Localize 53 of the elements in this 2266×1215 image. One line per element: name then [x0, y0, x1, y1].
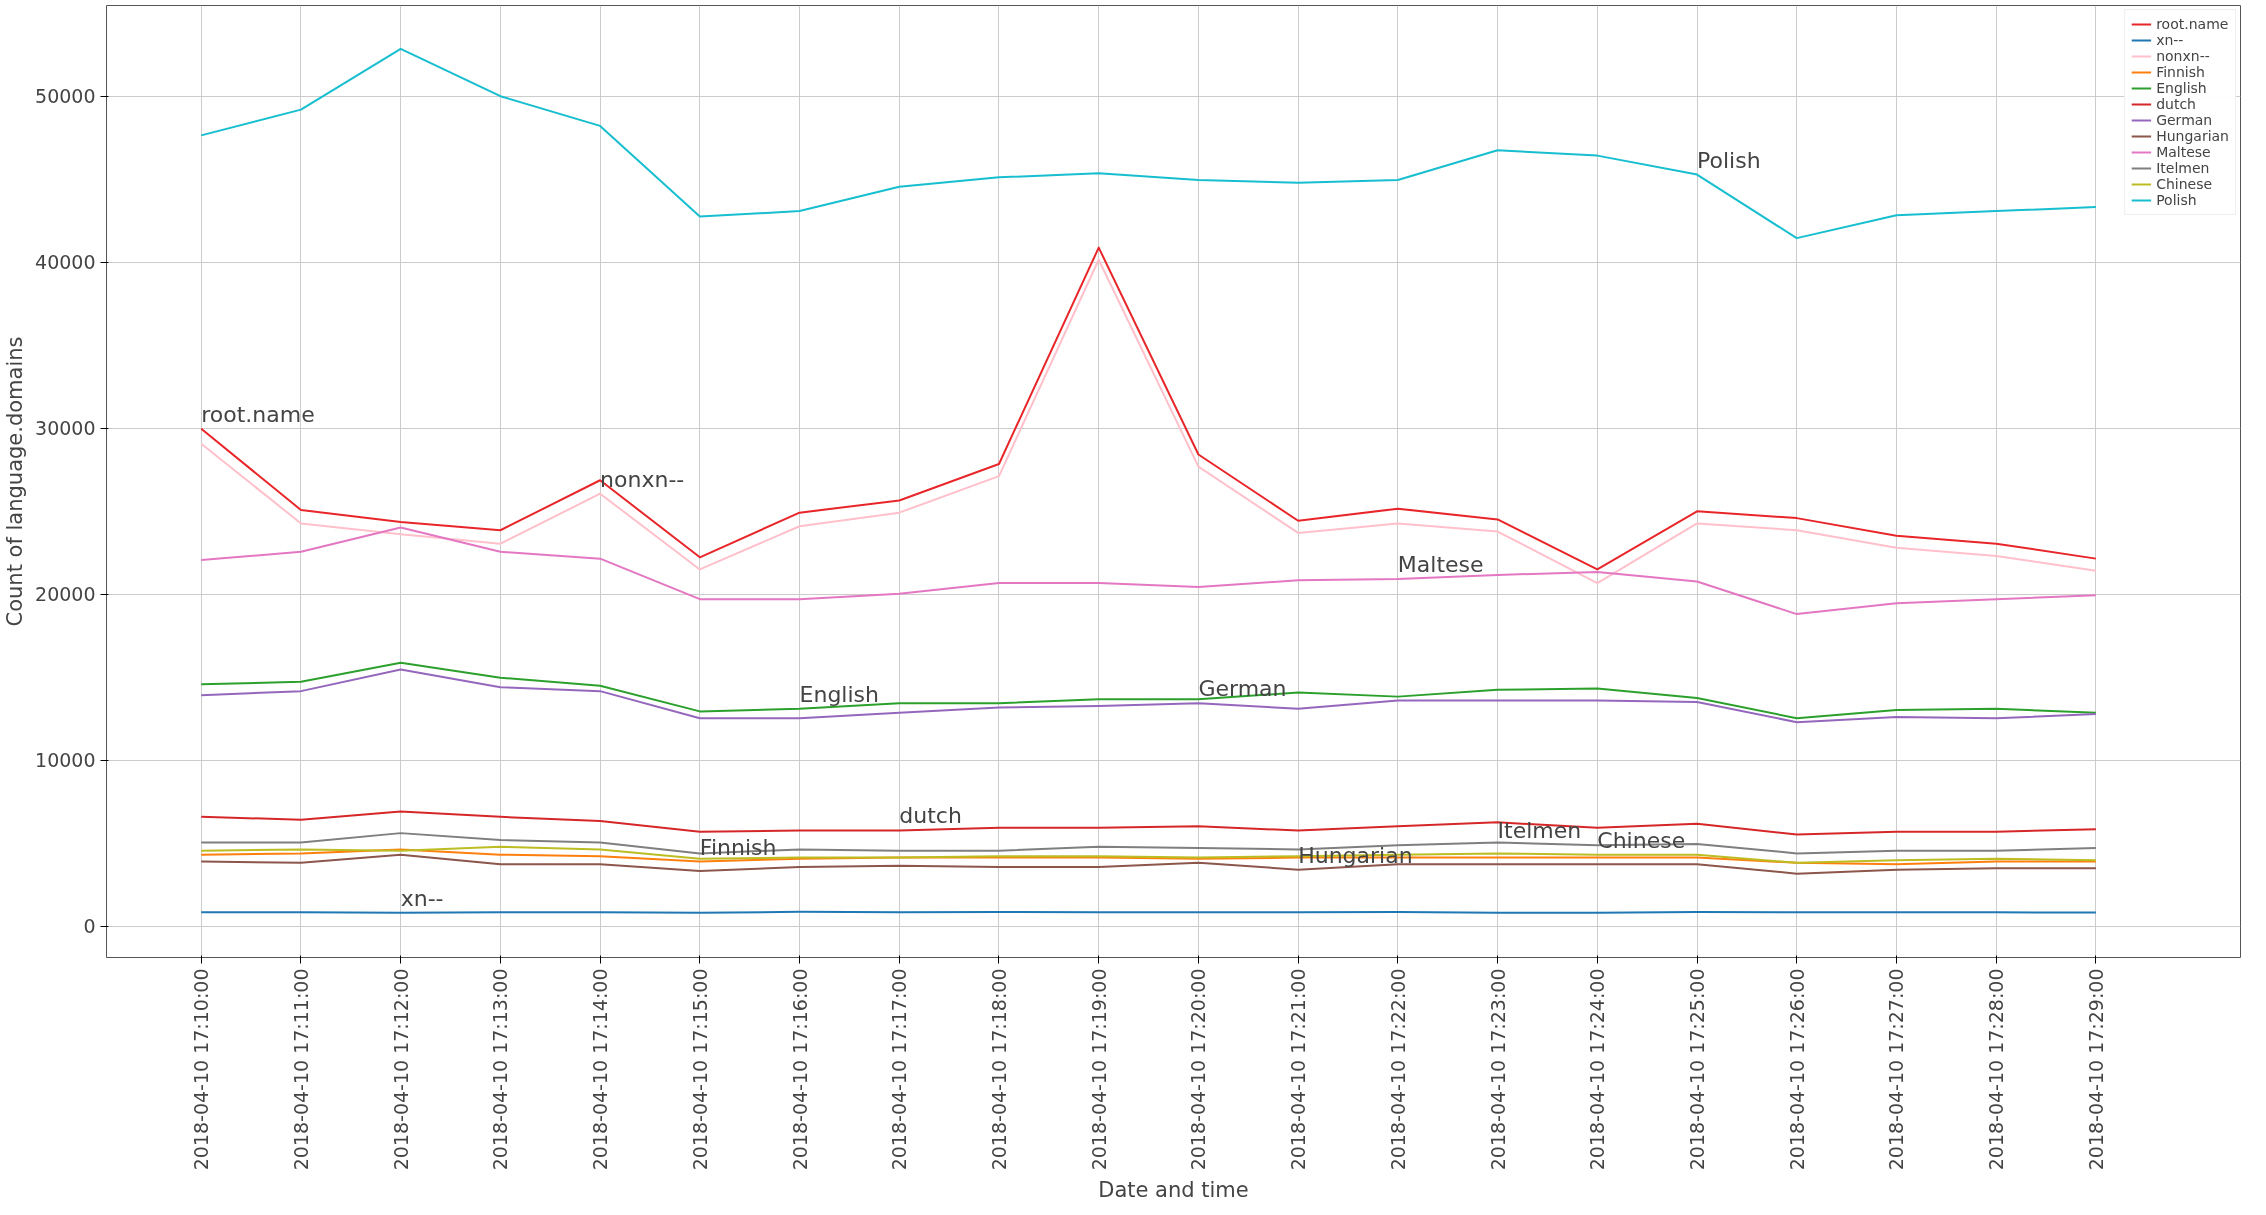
annotation: Itelmen — [1497, 818, 1582, 844]
annotation: nonxn-- — [600, 466, 685, 492]
x-tick-label: 2018-04-10 17:17:00 — [888, 968, 911, 1171]
line-series — [200, 661, 2097, 720]
line-series — [200, 526, 2097, 616]
x-tick-label: 2018-04-10 17:20:00 — [1187, 968, 1210, 1171]
x-tick-label: 2018-04-10 17:10:00 — [190, 968, 213, 1171]
legend-label: nonxn-- — [2156, 48, 2210, 64]
x-tick-label: 2018-04-10 17:23:00 — [1486, 968, 1509, 1171]
y-tick-label: 20000 — [35, 583, 96, 606]
legend-label: Maltese — [2156, 144, 2211, 160]
x-tick-label: 2018-04-10 17:29:00 — [2084, 968, 2107, 1171]
annotation: xn-- — [400, 885, 444, 911]
line-series — [200, 47, 2097, 240]
legend-label: dutch — [2156, 96, 2196, 112]
x-tick-label: 2018-04-10 17:15:00 — [688, 968, 711, 1171]
y-tick-label: 10000 — [35, 749, 96, 772]
annotation: dutch — [899, 803, 962, 829]
legend-label: German — [2156, 112, 2213, 128]
x-tick-label: 2018-04-10 17:11:00 — [289, 968, 312, 1171]
x-tick-label: 2018-04-10 17:21:00 — [1287, 968, 1310, 1171]
x-tick-label: 2018-04-10 17:25:00 — [1686, 968, 1709, 1171]
annotation: Polish — [1697, 147, 1761, 173]
x-tick-label: 2018-04-10 17:18:00 — [987, 968, 1010, 1171]
line-series — [200, 668, 2097, 724]
annotation: German — [1198, 676, 1287, 702]
y-tick-label: 40000 — [35, 251, 96, 274]
x-tick-label: 2018-04-10 17:28:00 — [1985, 968, 2008, 1171]
legend-label: Itelmen — [2156, 160, 2210, 176]
x-tick-label: 2018-04-10 17:22:00 — [1386, 968, 1409, 1171]
x-tick-label: 2018-04-10 17:24:00 — [1586, 968, 1609, 1171]
legend-label: root.name — [2156, 16, 2229, 32]
legend-label: Hungarian — [2156, 128, 2229, 144]
x-tick-label: 2018-04-10 17:13:00 — [489, 968, 512, 1171]
x-tick-label: 2018-04-10 17:27:00 — [1885, 968, 1908, 1171]
legend-label: Chinese — [2156, 176, 2213, 192]
x-tick-label: 2018-04-10 17:16:00 — [788, 968, 811, 1171]
x-tick-label: 2018-04-10 17:19:00 — [1087, 968, 1110, 1171]
annotation: English — [799, 681, 879, 707]
x-axis-title: Date and time — [1098, 1178, 1249, 1203]
annotation: root.name — [201, 401, 315, 427]
x-tick-label: 2018-04-10 17:12:00 — [389, 968, 412, 1171]
legend-label: Finnish — [2156, 64, 2205, 80]
y-axis-title: Count of language.domains — [3, 336, 28, 627]
y-tick-label: 0 — [83, 915, 96, 938]
legend-label: Polish — [2156, 192, 2197, 208]
annotation: Maltese — [1397, 551, 1484, 577]
x-tick-label: 2018-04-10 17:14:00 — [589, 968, 612, 1171]
legend-label: English — [2156, 80, 2207, 96]
y-tick-label: 30000 — [35, 417, 96, 440]
y-tick-label: 50000 — [35, 85, 96, 108]
x-tick-label: 2018-04-10 17:26:00 — [1785, 968, 1808, 1171]
legend-label: xn-- — [2156, 32, 2184, 48]
